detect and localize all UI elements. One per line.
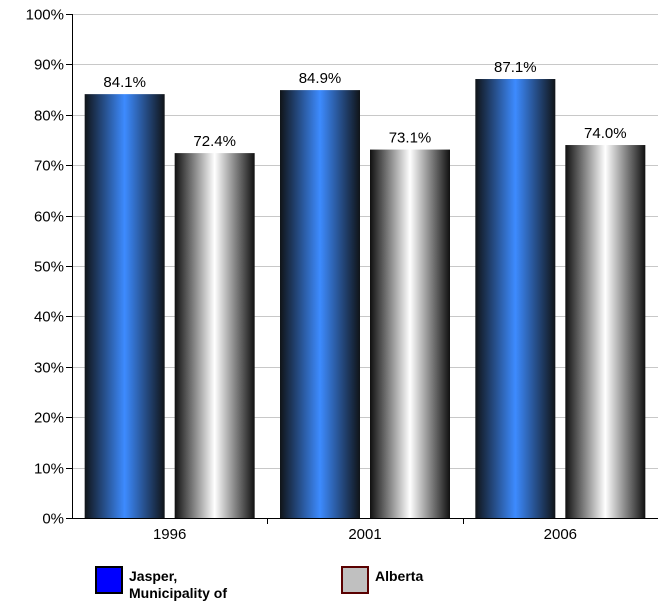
data-label-series-0-2001: 84.9% xyxy=(299,70,342,87)
bar-series-0-1996 xyxy=(84,94,165,519)
data-label-series-1-2001: 73.1% xyxy=(389,130,432,147)
bar-chart: 0% 10% 20% 30% 40% 50% 60% 70% 80% 90% 100% 84.1% 7… xyxy=(26,7,658,543)
bar-series-1-2006 xyxy=(565,145,646,519)
data-label-series-1-1996: 72.4% xyxy=(193,133,236,150)
bar-series-1-2001 xyxy=(370,149,450,519)
x-tick-label-1996: 1996 xyxy=(153,526,186,543)
bar-series-1-1996 xyxy=(174,153,255,518)
x-tick-label-2001: 2001 xyxy=(348,526,381,543)
y-axis-tick-labels: 0% 10% 20% 30% 40% 50% 60% 70% 80% 90% 100% xyxy=(26,7,64,528)
gridlines xyxy=(72,14,658,469)
y-tick-label-70: 70% xyxy=(34,158,64,175)
y-tick-label-100: 100% xyxy=(26,7,64,24)
y-tick-label-0: 0% xyxy=(42,511,64,528)
legend-item-alberta: Alberta xyxy=(341,566,505,594)
y-tick-label-10: 10% xyxy=(34,461,64,478)
axes xyxy=(66,14,658,524)
y-tick-label-50: 50% xyxy=(34,259,64,276)
legend-item-jasper: Jasper, Municipality of xyxy=(95,566,259,602)
x-axis-tick-labels: 1996 2001 2006 xyxy=(153,526,577,543)
legend-swatch-jasper xyxy=(95,566,123,594)
data-label-series-1-2006: 74.0% xyxy=(584,125,627,142)
x-tick-label-2006: 2006 xyxy=(544,526,577,543)
y-tick-label-90: 90% xyxy=(34,57,64,74)
y-tick-label-60: 60% xyxy=(34,209,64,226)
legend-label-jasper: Jasper, Municipality of xyxy=(129,568,227,601)
bar-series-0-2006 xyxy=(475,79,556,519)
y-tick-label-20: 20% xyxy=(34,410,64,427)
y-tick-label-80: 80% xyxy=(34,108,64,125)
data-label-series-0-1996: 84.1% xyxy=(103,74,146,91)
legend-swatch-alberta xyxy=(341,566,369,594)
legend-label-alberta: Alberta xyxy=(375,568,424,584)
y-tick-label-30: 30% xyxy=(34,360,64,377)
bars xyxy=(84,79,646,519)
bar-series-0-2001 xyxy=(280,90,360,518)
y-tick-label-40: 40% xyxy=(34,309,64,326)
data-label-series-0-2006: 87.1% xyxy=(494,59,537,76)
legend: Jasper, Municipality of Alberta xyxy=(0,566,665,616)
data-labels: 84.1% 72.4% 84.9% 73.1% 87.1% 74.0% xyxy=(103,59,626,150)
